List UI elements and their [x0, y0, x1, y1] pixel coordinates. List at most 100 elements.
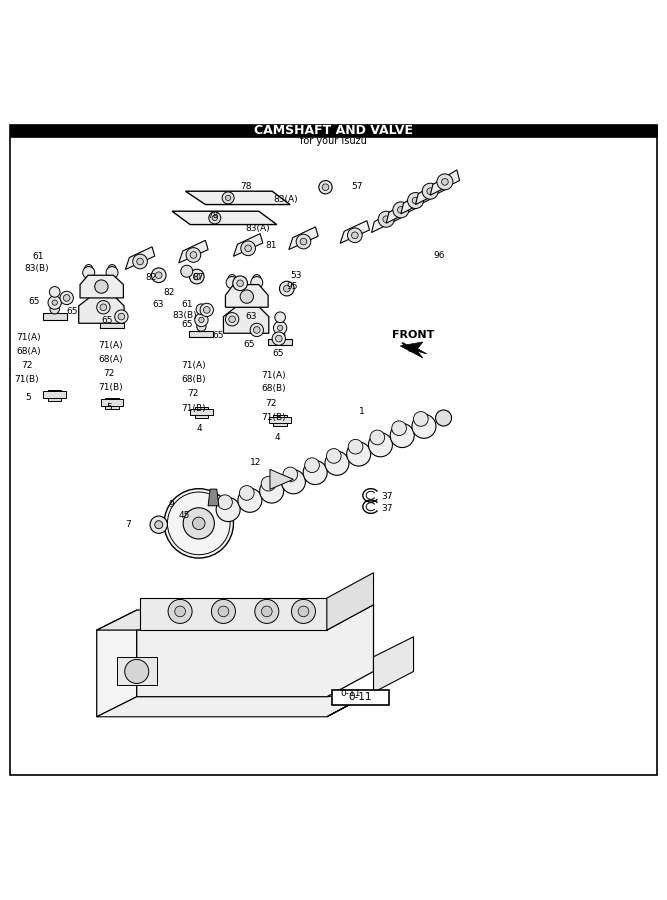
Circle shape — [203, 307, 210, 313]
Circle shape — [237, 280, 243, 286]
Circle shape — [209, 212, 221, 224]
Text: 71(A): 71(A) — [99, 341, 123, 350]
Text: 53: 53 — [290, 271, 301, 280]
Polygon shape — [137, 605, 374, 697]
Polygon shape — [117, 657, 157, 685]
Polygon shape — [225, 284, 268, 307]
Text: 83(A): 83(A) — [245, 224, 270, 233]
Circle shape — [115, 310, 128, 323]
Circle shape — [245, 245, 251, 252]
Bar — [189, 330, 213, 338]
Text: 83(A): 83(A) — [273, 195, 298, 204]
Polygon shape — [179, 240, 208, 263]
Text: 45: 45 — [179, 511, 190, 520]
Text: 37: 37 — [382, 492, 393, 501]
Text: 71(A): 71(A) — [181, 362, 206, 371]
Circle shape — [383, 216, 390, 222]
Circle shape — [100, 304, 107, 310]
Circle shape — [217, 495, 232, 509]
Circle shape — [238, 489, 262, 512]
Text: 61: 61 — [181, 300, 193, 309]
Circle shape — [392, 421, 406, 436]
Circle shape — [211, 599, 235, 624]
Circle shape — [216, 498, 240, 522]
Circle shape — [222, 192, 234, 204]
Circle shape — [305, 458, 319, 473]
Circle shape — [50, 304, 59, 314]
Polygon shape — [208, 489, 219, 506]
Bar — [190, 409, 213, 415]
Circle shape — [118, 313, 125, 320]
Circle shape — [277, 325, 283, 330]
Circle shape — [196, 304, 207, 315]
Bar — [48, 390, 61, 400]
Text: 5: 5 — [107, 403, 113, 412]
Circle shape — [197, 322, 206, 331]
Circle shape — [193, 274, 200, 280]
Circle shape — [199, 318, 204, 322]
Bar — [195, 408, 208, 418]
Text: 12: 12 — [250, 457, 261, 466]
Bar — [43, 313, 67, 320]
Circle shape — [150, 516, 167, 534]
Text: 65: 65 — [272, 349, 283, 358]
Bar — [101, 400, 123, 406]
Circle shape — [186, 248, 201, 262]
Circle shape — [189, 269, 204, 284]
Circle shape — [414, 411, 428, 427]
Text: 5: 5 — [25, 393, 31, 402]
Circle shape — [137, 258, 143, 265]
Circle shape — [175, 606, 185, 616]
Text: 65: 65 — [67, 307, 78, 316]
Text: 87: 87 — [192, 274, 203, 283]
Text: 71(A): 71(A) — [261, 371, 286, 380]
Circle shape — [253, 327, 260, 333]
Circle shape — [229, 316, 235, 322]
Circle shape — [436, 410, 452, 426]
Circle shape — [233, 276, 247, 291]
Text: 68(A): 68(A) — [99, 355, 123, 364]
Polygon shape — [223, 307, 269, 333]
Text: 81: 81 — [265, 241, 277, 250]
Circle shape — [108, 265, 116, 273]
Text: 72: 72 — [103, 370, 115, 379]
Circle shape — [250, 323, 263, 337]
Text: 63: 63 — [245, 312, 257, 321]
Circle shape — [427, 188, 434, 194]
Polygon shape — [401, 188, 430, 214]
Circle shape — [85, 265, 93, 273]
Text: 71(B): 71(B) — [261, 413, 286, 422]
Circle shape — [107, 312, 117, 322]
Bar — [268, 338, 292, 346]
Circle shape — [167, 492, 230, 554]
Circle shape — [63, 294, 70, 302]
Circle shape — [225, 195, 231, 201]
Bar — [100, 321, 124, 328]
Bar — [105, 398, 119, 409]
Polygon shape — [327, 637, 414, 716]
Polygon shape — [97, 605, 374, 630]
Text: 65: 65 — [101, 316, 113, 325]
Text: 72: 72 — [265, 399, 277, 408]
Circle shape — [195, 313, 208, 327]
Circle shape — [241, 241, 255, 256]
Circle shape — [326, 448, 341, 464]
Circle shape — [261, 606, 272, 616]
Text: 96: 96 — [434, 251, 445, 260]
Circle shape — [105, 304, 119, 318]
Circle shape — [275, 330, 285, 339]
Polygon shape — [97, 610, 137, 716]
Polygon shape — [79, 297, 124, 323]
Circle shape — [442, 178, 448, 185]
Circle shape — [60, 292, 73, 304]
Circle shape — [95, 280, 108, 293]
Circle shape — [412, 197, 419, 204]
Circle shape — [228, 274, 236, 283]
Circle shape — [300, 238, 307, 245]
Text: 9: 9 — [168, 500, 174, 509]
Circle shape — [325, 451, 349, 475]
Circle shape — [393, 202, 409, 218]
Polygon shape — [327, 572, 374, 630]
Text: 65: 65 — [28, 297, 39, 306]
Bar — [332, 690, 389, 705]
